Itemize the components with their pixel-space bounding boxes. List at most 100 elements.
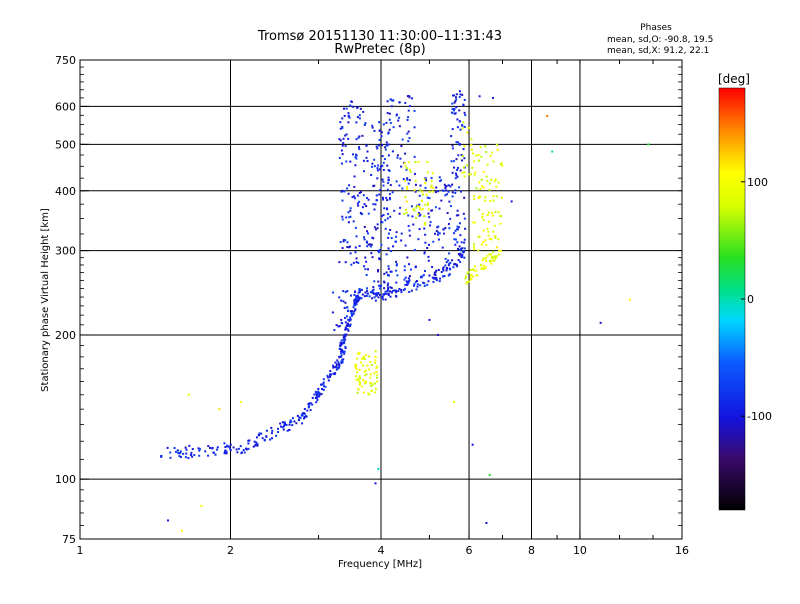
data-point	[339, 241, 342, 244]
data-point	[387, 154, 390, 157]
data-point	[469, 269, 472, 271]
data-point	[365, 240, 368, 243]
data-point	[348, 324, 351, 327]
data-point	[369, 373, 372, 376]
data-point	[315, 393, 318, 396]
data-point	[398, 287, 401, 290]
data-point	[329, 373, 332, 376]
data-point	[458, 248, 461, 251]
data-point	[463, 157, 466, 160]
data-point	[473, 248, 476, 251]
data-point	[402, 178, 405, 181]
x-tick-label: 6	[466, 544, 473, 557]
data-point	[358, 245, 361, 248]
data-point	[366, 364, 369, 367]
data-point	[256, 444, 259, 447]
data-point	[396, 154, 399, 157]
data-point	[280, 425, 283, 428]
data-point	[377, 280, 380, 283]
data-point	[445, 269, 448, 272]
x-tick-label: 8	[528, 544, 535, 557]
data-point	[452, 266, 455, 269]
data-point	[373, 208, 376, 211]
data-point	[436, 333, 439, 336]
data-point	[415, 216, 418, 219]
data-point	[354, 164, 357, 167]
data-point	[297, 418, 300, 421]
data-point	[339, 139, 342, 142]
data-point	[426, 203, 429, 206]
data-point	[477, 196, 480, 199]
data-point	[361, 134, 364, 137]
data-point	[482, 264, 485, 267]
data-point	[467, 126, 470, 129]
data-point	[423, 215, 426, 218]
data-point	[346, 241, 349, 244]
data-point	[466, 131, 469, 134]
data-point	[425, 179, 428, 182]
data-point	[414, 280, 417, 283]
data-point	[438, 176, 441, 179]
data-point	[498, 249, 500, 252]
data-point	[495, 143, 498, 146]
data-point	[485, 175, 488, 178]
data-point	[445, 261, 448, 264]
data-point	[372, 288, 375, 291]
data-point	[343, 114, 346, 117]
data-point	[464, 277, 467, 280]
data-point	[386, 188, 389, 191]
data-point	[376, 167, 379, 170]
data-point	[322, 382, 325, 385]
data-point	[344, 316, 347, 319]
data-point	[340, 299, 343, 302]
data-point	[484, 145, 487, 148]
data-point	[347, 211, 350, 214]
data-point	[500, 162, 503, 165]
data-point	[450, 160, 453, 163]
data-point	[355, 261, 358, 264]
data-point	[367, 355, 370, 358]
data-point	[421, 190, 424, 193]
data-point	[455, 158, 458, 161]
data-point	[343, 342, 346, 345]
data-point	[373, 292, 376, 295]
data-point	[384, 148, 387, 151]
data-point	[488, 182, 491, 185]
data-point	[423, 282, 426, 285]
data-point	[426, 283, 429, 286]
data-point	[270, 432, 273, 435]
data-point	[495, 255, 498, 258]
data-point	[428, 197, 431, 200]
data-point	[357, 204, 360, 207]
data-point	[440, 179, 443, 182]
data-point	[366, 241, 369, 244]
data-point	[386, 284, 389, 287]
data-point	[493, 180, 496, 183]
data-point	[341, 162, 343, 165]
data-point	[382, 180, 385, 183]
data-point	[387, 282, 390, 285]
data-point	[493, 259, 496, 262]
data-point	[470, 148, 473, 151]
data-point	[224, 450, 227, 453]
data-point	[413, 209, 416, 212]
data-point	[453, 238, 456, 241]
data-point	[384, 227, 387, 230]
data-point	[428, 274, 431, 277]
data-point	[337, 325, 340, 328]
data-point	[418, 206, 421, 209]
data-point	[362, 110, 365, 113]
data-point	[492, 195, 495, 198]
data-point	[377, 468, 380, 470]
data-point	[387, 131, 390, 134]
data-point	[344, 321, 347, 324]
data-point	[427, 255, 430, 258]
data-point	[363, 236, 366, 239]
data-point	[441, 275, 444, 278]
data-point	[308, 404, 311, 407]
data-point	[451, 111, 454, 114]
data-point	[355, 295, 358, 298]
data-point	[488, 259, 491, 262]
data-point	[481, 185, 483, 188]
data-point	[463, 238, 466, 241]
